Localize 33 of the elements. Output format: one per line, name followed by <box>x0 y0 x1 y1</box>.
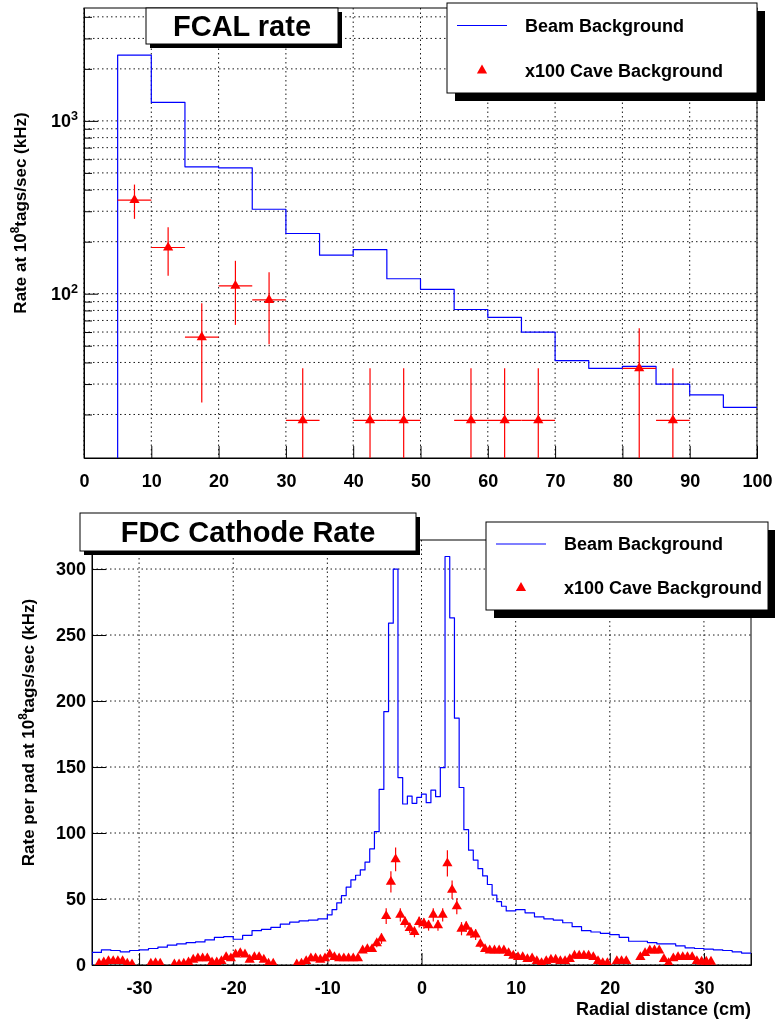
legend-label: x100 Cave Background <box>525 60 724 81</box>
legend-label: Beam Background <box>525 15 685 36</box>
x-tick-label: 20 <box>600 977 621 998</box>
y-tick-label: 0 <box>75 955 86 976</box>
x-tick-label: 50 <box>410 470 432 491</box>
x-tick-label: 0 <box>416 977 428 998</box>
chart-title: FCAL rate <box>172 10 312 42</box>
y-tick-label: 50 <box>65 889 86 910</box>
x-tick-label: -10 <box>314 977 341 998</box>
y-tick-label: 150 <box>55 757 86 778</box>
x-tick-label: 100 <box>742 470 773 491</box>
x-tick-label: 40 <box>343 470 364 491</box>
y-tick-label: 10$^{2}$ <box>50 281 78 304</box>
y-tick-label: 100 <box>55 823 86 844</box>
legend-label: Beam Background <box>564 534 724 554</box>
x-tick-label: 60 <box>478 470 499 491</box>
x-tick-label: -30 <box>126 977 153 998</box>
x-tick-label: 30 <box>276 470 297 491</box>
x-tick-label: 30 <box>694 977 715 998</box>
x-tick-label: 90 <box>680 470 701 491</box>
x-axis-title: Radial distance (cm) <box>575 999 751 1019</box>
x-tick-label: -20 <box>220 977 247 998</box>
x-tick-label: 80 <box>612 470 633 491</box>
x-tick-label: 20 <box>209 470 230 491</box>
x-tick-label: 70 <box>545 470 566 491</box>
y-tick-label: 250 <box>55 625 86 646</box>
y-tick-label: 200 <box>55 691 86 712</box>
chart-title: FDC Cathode Rate <box>120 516 376 548</box>
x-tick-label: 10 <box>506 977 527 998</box>
legend-label: x100 Cave Background <box>564 578 763 598</box>
y-tick-label: 300 <box>55 559 86 580</box>
x-tick-label: 10 <box>141 470 162 491</box>
y-tick-label: 10$^{3}$ <box>50 109 78 132</box>
